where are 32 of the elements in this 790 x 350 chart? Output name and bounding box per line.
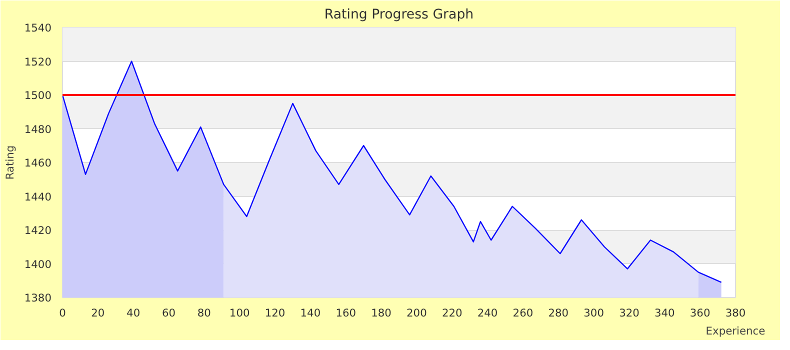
x-tick-label: 100 xyxy=(229,306,250,320)
x-tick-label: 340 xyxy=(654,306,676,320)
x-tick-label: 20 xyxy=(91,306,105,320)
x-tick-label: 360 xyxy=(690,306,710,320)
y-tick-label: 1540 xyxy=(24,22,52,34)
x-tick-label: 240 xyxy=(477,306,498,320)
y-tick-label: 1440 xyxy=(24,190,52,204)
x-tick-label: 280 xyxy=(548,306,569,320)
y-tick-label: 1400 xyxy=(24,258,52,271)
x-tick-label: 120 xyxy=(264,306,286,320)
x-tick-label: 320 xyxy=(619,306,640,320)
x-tick-label: 40 xyxy=(126,306,140,320)
x-tick-label: 60 xyxy=(162,306,176,320)
x-tick-label: 80 xyxy=(197,306,212,320)
chart-title: Rating Progress Graph xyxy=(324,8,474,22)
y-tick-label: 1520 xyxy=(24,55,52,68)
y-tick-label: 1480 xyxy=(24,122,52,136)
y-tick-label: 1500 xyxy=(24,89,52,102)
y-axis-title: Rating xyxy=(3,145,16,180)
x-tick-label: 260 xyxy=(512,306,534,320)
x-tick-label: 220 xyxy=(442,306,463,320)
x-tick-label: 380 xyxy=(725,306,746,320)
x-tick-label: 160 xyxy=(336,306,356,320)
x-tick-label: 140 xyxy=(300,306,321,320)
y-tick-label: 1420 xyxy=(24,224,52,237)
y-tick-label: 1380 xyxy=(24,292,52,304)
y-tick-label: 1460 xyxy=(24,156,52,170)
x-axis-title: Experience xyxy=(706,324,766,338)
x-tick-label: 0 xyxy=(59,306,66,320)
x-tick-label: 180 xyxy=(371,306,392,320)
x-tick-label: 300 xyxy=(584,306,604,320)
x-tick-label: 200 xyxy=(406,306,428,320)
